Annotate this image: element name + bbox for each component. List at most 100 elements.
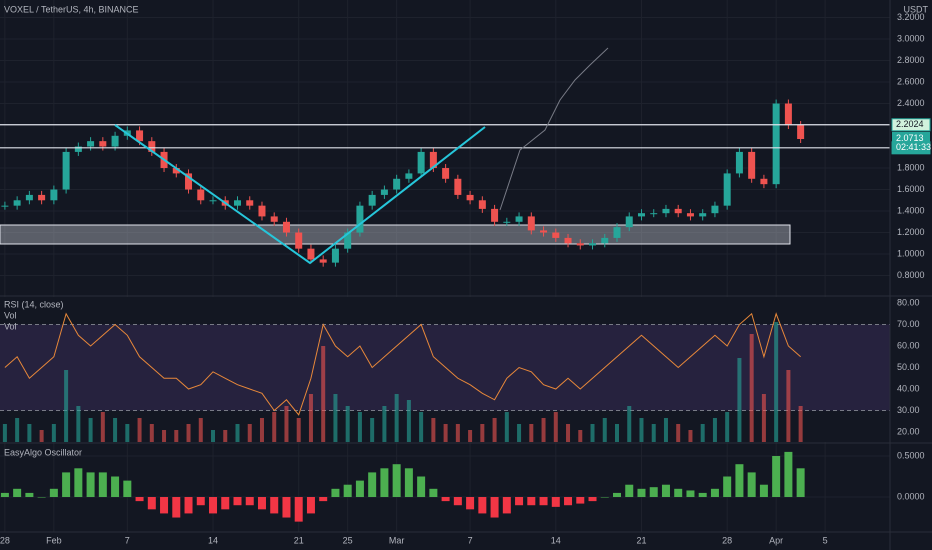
y-tick-label: 1.8000	[897, 162, 925, 172]
osc-bar	[270, 497, 279, 514]
osc-bar	[319, 497, 328, 502]
candle	[491, 208, 499, 222]
volume-bar	[529, 424, 534, 442]
level-label: 2.2024	[896, 119, 924, 129]
candle	[613, 227, 621, 238]
osc-bar	[111, 476, 120, 498]
candle	[197, 189, 205, 201]
candle	[748, 151, 756, 179]
currency: USDT	[904, 4, 929, 14]
x-tick-label: Feb	[46, 535, 62, 545]
volume-bar	[64, 370, 69, 442]
volume-bar	[774, 322, 779, 442]
osc-bar	[245, 497, 254, 506]
y-tick-label: 30.00	[897, 405, 920, 415]
volume-bar	[162, 430, 167, 442]
volume-bar	[259, 418, 264, 442]
volume-bar	[761, 394, 766, 442]
volume-bar	[357, 412, 362, 442]
osc-bar	[209, 497, 218, 514]
osc-bar	[123, 480, 132, 498]
candle	[99, 141, 107, 147]
volume-bar	[480, 424, 485, 442]
candle	[13, 200, 21, 206]
rsi-line	[4, 312, 801, 416]
volume-bar	[39, 430, 44, 442]
candle	[393, 178, 401, 190]
y-tick-label: 80.00	[897, 297, 920, 307]
osc-bar	[735, 464, 744, 498]
osc-bar	[98, 472, 107, 498]
osc-bar	[380, 468, 389, 498]
rsi-title: RSI (14, close)	[4, 299, 64, 309]
osc-bar	[600, 497, 609, 498]
osc-bar	[368, 472, 377, 498]
y-tick-label: 1.2000	[897, 227, 925, 237]
y-tick-label: 0.8000	[897, 270, 925, 280]
candle	[429, 151, 437, 169]
osc-bar	[282, 497, 291, 518]
osc-bar	[306, 497, 315, 514]
candle	[25, 194, 33, 201]
volume-bar	[590, 424, 595, 442]
countdown: 02:41:33	[896, 142, 931, 152]
y-tick-label: 3.2000	[897, 12, 925, 22]
x-tick-label: 14	[208, 535, 218, 545]
volume-bar	[308, 394, 313, 442]
candle	[50, 189, 58, 201]
osc-bar	[723, 476, 732, 498]
projection	[499, 47, 609, 211]
candle	[417, 151, 425, 174]
candle	[686, 213, 694, 217]
candle	[344, 232, 352, 249]
volume-bar	[272, 412, 277, 442]
volume-bar	[468, 430, 473, 442]
osc-bar	[196, 497, 205, 506]
volume-bar	[615, 424, 620, 442]
volume-bar	[174, 430, 179, 442]
candle	[625, 216, 633, 228]
osc-bar	[686, 490, 695, 498]
x-tick-label: 21	[636, 535, 646, 545]
candle	[711, 205, 719, 214]
osc-bar	[466, 497, 475, 510]
trend-lines	[114, 124, 486, 265]
osc-bar	[233, 497, 242, 506]
candle	[576, 243, 584, 246]
candle	[270, 216, 278, 222]
candle	[540, 230, 548, 233]
candle	[87, 141, 95, 147]
volume-bar	[688, 430, 693, 442]
candle	[760, 178, 768, 185]
y-tick-label: 3.0000	[897, 33, 925, 43]
osc-title: EasyAlgo Oscillator	[4, 447, 82, 457]
osc-bar	[478, 497, 487, 514]
osc-bar	[49, 488, 58, 498]
osc-bar	[515, 497, 524, 506]
x-tick-label: 14	[551, 535, 561, 545]
volume-bar	[76, 406, 81, 442]
candle	[1, 205, 9, 207]
volume-bar	[137, 418, 142, 442]
osc-bar	[25, 492, 34, 498]
x-tick-label: 28	[0, 535, 10, 545]
y-tick-label: 2.4000	[897, 98, 925, 108]
candle	[772, 103, 780, 185]
osc-bar	[564, 497, 573, 506]
candle	[564, 237, 572, 244]
osc-bar	[674, 488, 683, 498]
volume-bar	[198, 418, 203, 442]
volume-bar	[566, 424, 571, 442]
osc-bar	[539, 497, 548, 506]
candle	[62, 151, 70, 190]
rsi-pane	[0, 297, 890, 442]
y-tick-label: 20.00	[897, 426, 920, 436]
candle	[319, 259, 327, 263]
volume-bar	[798, 406, 803, 442]
candle	[172, 168, 180, 174]
osc-bar	[588, 497, 597, 502]
x-tick-label: 25	[343, 535, 353, 545]
candle	[650, 213, 658, 215]
candle	[723, 173, 731, 206]
osc-bar	[160, 497, 169, 514]
